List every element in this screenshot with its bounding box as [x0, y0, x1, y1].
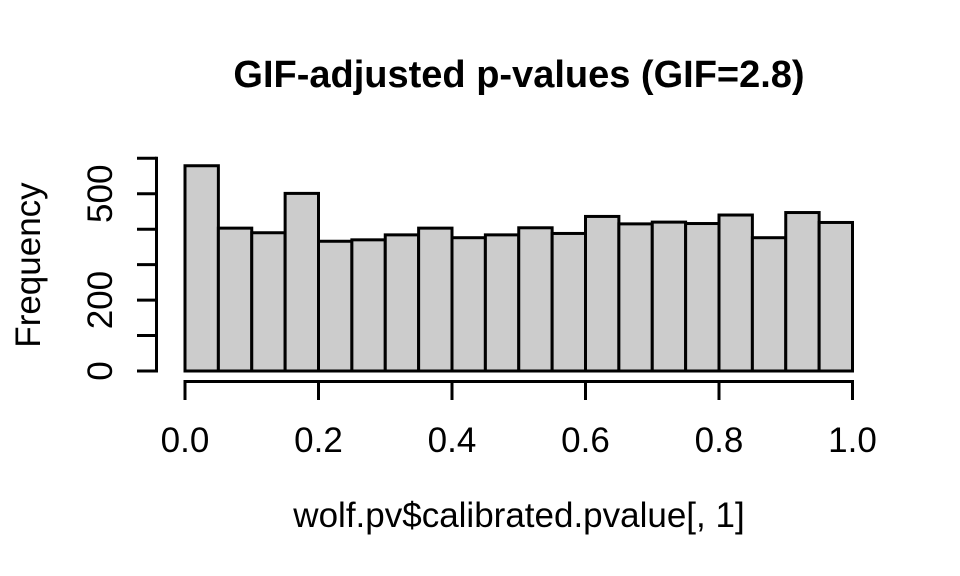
histogram-bar: [617, 222, 654, 373]
histogram-bar: [350, 238, 387, 373]
x-tick-label: 0.0: [161, 421, 210, 460]
histogram-bar: [216, 226, 254, 373]
histogram-bar: [417, 226, 454, 373]
x-tick-label: 0.8: [695, 421, 744, 460]
histogram-bar: [684, 222, 721, 373]
histogram-bar: [750, 236, 788, 373]
y-axis-title: Frequency: [9, 182, 48, 348]
x-tick-label: 0.2: [294, 421, 343, 460]
histogram-bar: [550, 231, 587, 373]
histogram-bar: [517, 226, 554, 373]
histogram-bar: [450, 236, 487, 373]
histogram-bar: [717, 213, 754, 373]
x-tick-label: 0.4: [428, 421, 477, 460]
y-tick-label: 200: [81, 271, 120, 329]
x-axis-title: wolf.pv$calibrated.pvalue[, 1]: [293, 496, 745, 535]
histogram-bar: [483, 233, 521, 373]
histogram-bar: [383, 233, 421, 373]
histogram-bar: [784, 211, 821, 373]
histogram-bar: [650, 220, 688, 373]
chart-title: GIF-adjusted p-values (GIF=2.8): [233, 54, 805, 96]
histogram-bar: [317, 239, 354, 373]
y-tick-label: 500: [81, 165, 120, 223]
y-tick-label: 0: [81, 361, 120, 380]
x-tick-label: 0.6: [561, 421, 610, 460]
histogram-bar: [183, 164, 220, 373]
histogram-bar: [250, 231, 287, 373]
histogram-bar: [817, 220, 854, 373]
x-tick-label: 1.0: [828, 421, 877, 460]
histogram-bar: [283, 191, 320, 373]
histogram-bar: [584, 214, 621, 373]
